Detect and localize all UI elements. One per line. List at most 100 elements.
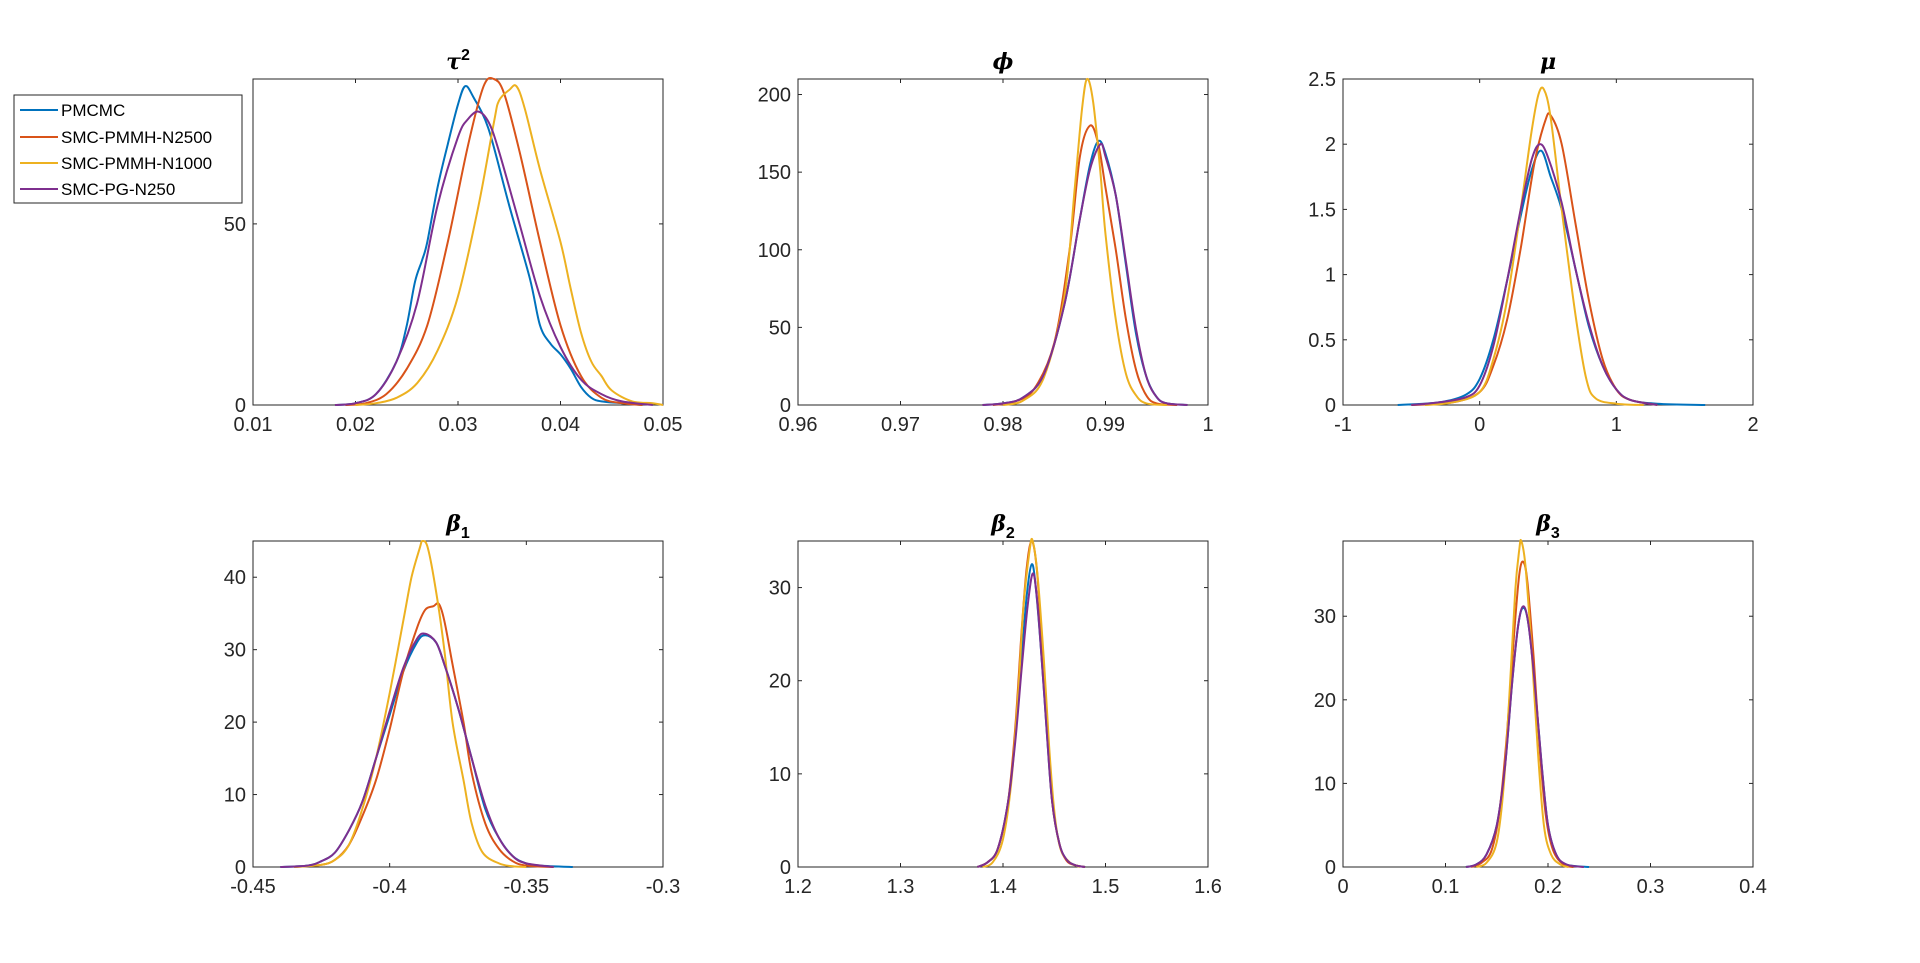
y-tick-label: 2: [1325, 134, 1336, 156]
x-tick-label: 0.2: [1534, 876, 1562, 898]
series-line-smc-pmmh-n1000: [355, 84, 664, 406]
y-tick-label: 0: [780, 395, 791, 417]
series-line-smc-pg-n250: [1411, 143, 1658, 406]
x-tick-label: 0.05: [644, 414, 683, 436]
panel-title: β3: [1535, 511, 1560, 542]
x-tick-label: 1.5: [1092, 876, 1120, 898]
panel-title: τ2: [446, 47, 470, 75]
legend-entry-pmcmc: PMCMC: [20, 101, 125, 120]
legend-label-pmcmc: PMCMC: [61, 101, 125, 120]
y-tick-label: 1: [1325, 265, 1336, 287]
axes-box: [797, 78, 1209, 406]
y-tick-label: 0: [1325, 395, 1336, 417]
series-line-smc-pmmh-n2500: [345, 76, 643, 406]
legend-entry-smc-pmmh-n2500: SMC-PMMH-N2500: [20, 128, 212, 147]
panel-5: 1.2 1.3 1.4 1.5 1.6 0 10 20 30 β2: [769, 511, 1222, 898]
y-tick-label: 150: [758, 162, 791, 184]
panel-1: 0.01 0.02 0.03 0.04 0.05 0 50 τ2: [224, 47, 683, 436]
x-tick-label: -0.35: [504, 876, 550, 898]
panel-6: 0 0.1 0.2 0.3 0.4 0 10 20 30 β3: [1314, 511, 1767, 898]
legend-label-smc-pmmh-n1000: SMC-PMMH-N1000: [61, 154, 212, 173]
x-tick-label: 1.6: [1194, 876, 1222, 898]
series-line-smc-pmmh-n2500: [992, 124, 1178, 406]
y-tick-label: 0: [780, 857, 791, 879]
panel-3: -1 0 1 200.511.522.5μ: [1308, 49, 1758, 436]
panel-title: ϕ: [993, 49, 1014, 75]
panel-4: -0.45 -0.4 -0.35 -0.3 0 10 20 30 40 β1: [224, 511, 680, 898]
y-tick-label: 0: [235, 857, 246, 879]
x-tick-label: 1.4: [989, 876, 1017, 898]
y-tick-label: 50: [224, 214, 246, 236]
y-tick-label: 0: [235, 395, 246, 417]
legend-entry-smc-pg-n250: SMC-PG-N250: [20, 180, 175, 199]
series-line-smc-pg-n250: [982, 142, 1188, 406]
panel-title: β2: [990, 511, 1015, 542]
y-tick-label: 30: [769, 578, 791, 600]
x-tick-label: 0.1: [1432, 876, 1460, 898]
x-tick-label: 1: [1611, 414, 1622, 436]
series-line-smc-pmmh-n2500: [976, 540, 1086, 868]
x-tick-label: 1: [1202, 414, 1213, 436]
legend-entry-smc-pmmh-n1000: SMC-PMMH-N1000: [20, 154, 212, 173]
x-tick-label: 0.02: [336, 414, 375, 436]
series-line-pmcmc: [982, 139, 1188, 406]
y-tick-label: 0.5: [1308, 330, 1336, 352]
x-tick-label: 0.97: [881, 414, 920, 436]
y-tick-label: 20: [769, 671, 791, 693]
axes-box: [1342, 78, 1754, 406]
x-tick-label: 0.04: [541, 414, 580, 436]
y-tick-label: 30: [1314, 606, 1336, 628]
series-line-smc-pg-n250: [280, 632, 554, 868]
x-tick-label: -0.3: [646, 876, 680, 898]
y-tick-label: 0: [1325, 857, 1336, 879]
y-tick-label: 20: [224, 712, 246, 734]
series-line-smc-pmmh-n2500: [1470, 560, 1574, 868]
series-line-smc-pg-n250: [334, 110, 653, 406]
series-line-smc-pg-n250: [976, 572, 1086, 868]
series-line-smc-pmmh-n1000: [1424, 86, 1644, 406]
series-line-pmcmc: [976, 563, 1086, 868]
legend-label-smc-pg-n250: SMC-PG-N250: [61, 180, 175, 199]
y-tick-label: 10: [1314, 773, 1336, 795]
series-line-smc-pmmh-n1000: [293, 539, 527, 868]
x-tick-label: 0.01: [234, 414, 273, 436]
x-tick-label: 0.98: [984, 414, 1023, 436]
x-tick-label: -0.45: [230, 876, 276, 898]
series-line-pmcmc: [1465, 606, 1590, 868]
x-tick-label: 0.4: [1739, 876, 1767, 898]
panel-2: 0.96 0.97 0.98 0.99 1 0 50 100 150 200 ϕ: [758, 49, 1214, 436]
x-tick-label: 0.03: [439, 414, 478, 436]
x-tick-label: 0: [1474, 414, 1485, 436]
legend-box: [13, 94, 243, 204]
series-line-smc-pmmh-n1000: [982, 537, 1081, 868]
y-tick-label: 2.5: [1308, 69, 1336, 91]
x-tick-label: -1: [1334, 414, 1352, 436]
y-tick-label: 40: [224, 567, 246, 589]
x-tick-label: 0.99: [1086, 414, 1125, 436]
panel-title: β1: [445, 511, 470, 542]
axes-box: [797, 540, 1209, 868]
x-tick-label: 0.96: [779, 414, 818, 436]
y-tick-label: 10: [224, 785, 246, 807]
axes-box: [252, 78, 664, 406]
y-tick-label: 50: [769, 317, 791, 339]
y-tick-label: 100: [758, 240, 791, 262]
series-line-smc-pmmh-n2500: [1411, 112, 1658, 406]
series-line-smc-pmmh-n1000: [1002, 77, 1168, 406]
x-tick-label: 1.3: [887, 876, 915, 898]
x-tick-label: 0: [1337, 876, 1348, 898]
series-line-pmcmc: [334, 85, 643, 406]
axes-box: [252, 540, 664, 868]
x-tick-label: -0.4: [372, 876, 406, 898]
axes-box: [1342, 540, 1754, 868]
legend: PMCMC SMC-PMMH-N2500 SMC-PMMH-N1000 SMC-…: [13, 94, 243, 204]
y-tick-label: 1.5: [1308, 199, 1336, 221]
series-line-smc-pmmh-n1000: [1475, 538, 1569, 868]
legend-label-smc-pmmh-n2500: SMC-PMMH-N2500: [61, 128, 212, 147]
series-line-smc-pmmh-n2500: [293, 602, 554, 868]
series-line-pmcmc: [1397, 149, 1706, 406]
y-tick-label: 200: [758, 85, 791, 107]
x-tick-label: 0.3: [1637, 876, 1665, 898]
series-line-pmcmc: [280, 634, 573, 868]
